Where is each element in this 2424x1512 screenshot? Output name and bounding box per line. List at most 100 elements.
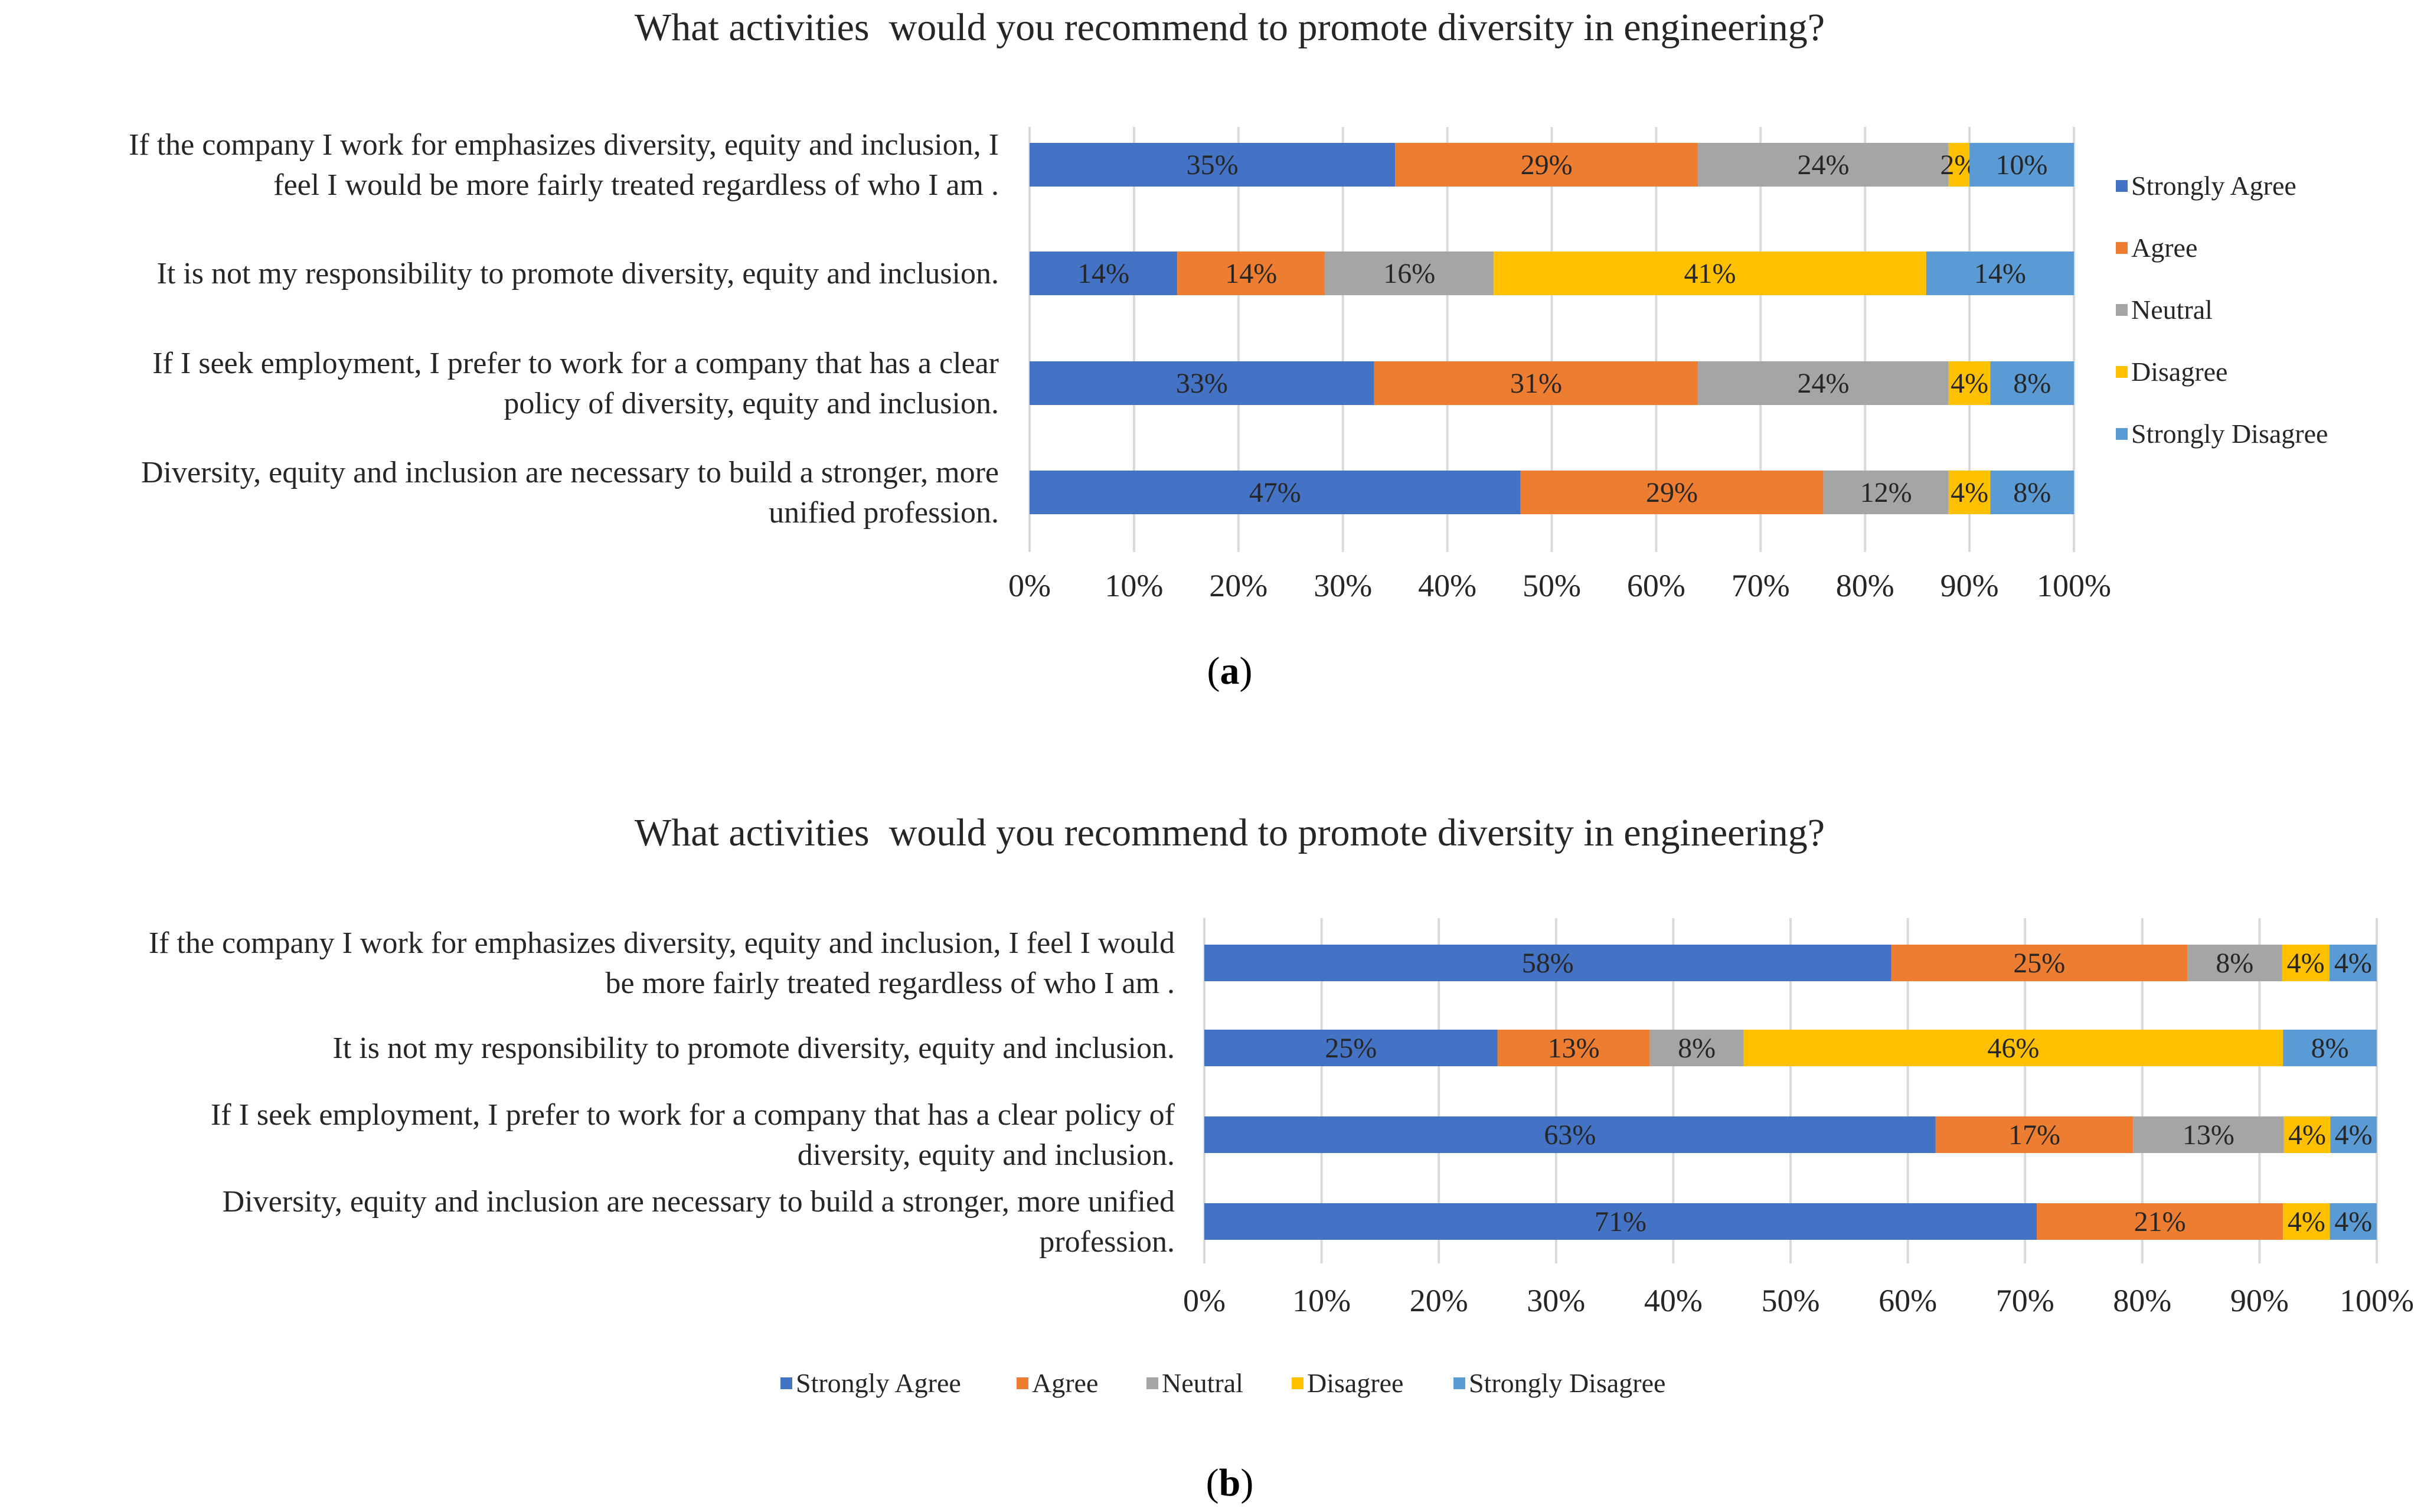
chart-b-category-label: diversity, equity and inclusion. bbox=[798, 1138, 1175, 1172]
chart-a-bar-disagree bbox=[1948, 361, 1991, 405]
chart-b-x-tick-label: 0% bbox=[1183, 1283, 1226, 1318]
chart-b-data-label: 25% bbox=[1325, 1033, 1377, 1064]
chart-b-data-label: 4% bbox=[2334, 1206, 2372, 1237]
chart-a-title: What activities would you recommend to p… bbox=[635, 6, 1825, 49]
chart-b-data-label: 63% bbox=[1544, 1119, 1596, 1151]
chart-a-bar-neutral bbox=[1698, 143, 1949, 187]
chart-a-category-label: If I seek employment, I prefer to work f… bbox=[152, 347, 999, 380]
legend-swatch-strongly-agree bbox=[2116, 180, 2128, 192]
chart-b-data-label: 8% bbox=[2311, 1033, 2349, 1064]
chart-b-bar-strongly-agree bbox=[1204, 1116, 1936, 1153]
chart-b-bar-agree bbox=[1935, 1116, 2134, 1153]
chart-a-x-tick-label: 80% bbox=[1836, 568, 1894, 603]
chart-a-x-tick-label: 90% bbox=[1940, 568, 1999, 603]
chart-a-category-label: It is not my responsibility to promote d… bbox=[157, 257, 999, 290]
chart-a-bar-strongly-agree bbox=[1030, 361, 1374, 405]
chart-a-data-label: 4% bbox=[1951, 477, 1988, 508]
chart-b-data-label: 4% bbox=[2335, 1119, 2373, 1151]
chart-a-bar-agree bbox=[1374, 361, 1698, 405]
chart-b-bar-agree bbox=[1497, 1030, 1650, 1066]
chart-b-data-label: 4% bbox=[2288, 1206, 2325, 1237]
chart-b-category-label: If the company I work for emphasizes div… bbox=[149, 926, 1175, 960]
chart-a-data-label: 14% bbox=[1974, 258, 2026, 289]
chart-b-category-label: If I seek employment, I prefer to work f… bbox=[211, 1098, 1175, 1132]
chart-b-data-label: 25% bbox=[2013, 948, 2065, 979]
caption-open-paren: ( bbox=[1207, 649, 1220, 693]
legend-label-neutral: Neutral bbox=[2131, 295, 2213, 325]
legend-swatch-neutral bbox=[1146, 1377, 1158, 1389]
legend-swatch-disagree bbox=[2116, 366, 2128, 378]
chart-b-x-tick-label: 10% bbox=[1292, 1283, 1351, 1318]
legend-label-agree: Agree bbox=[1032, 1368, 1098, 1398]
chart-a-data-label: 4% bbox=[1951, 368, 1988, 399]
chart-b: What activities would you recommend to p… bbox=[149, 811, 2414, 1504]
chart-a-bar-agree bbox=[1520, 471, 1824, 514]
chart-a-bar-strongly-disagree bbox=[1990, 361, 2074, 405]
chart-b-data-label: 8% bbox=[1678, 1033, 1716, 1064]
chart-a-bar-disagree bbox=[1948, 143, 1970, 187]
legend-swatch-disagree bbox=[1292, 1377, 1304, 1389]
chart-b-data-label: 8% bbox=[2216, 948, 2253, 979]
chart-b-data-label: 71% bbox=[1595, 1206, 1647, 1237]
chart-a-x-tick-label: 70% bbox=[1732, 568, 1790, 603]
chart-a-data-label: 24% bbox=[1797, 368, 1849, 399]
chart-a-data-label: 16% bbox=[1383, 258, 1435, 289]
chart-b-bar-disagree bbox=[1743, 1030, 2283, 1066]
chart-a-bar-strongly-disagree bbox=[1990, 471, 2074, 514]
chart-a-x-tick-label: 10% bbox=[1105, 568, 1163, 603]
chart-b-data-label: 13% bbox=[1548, 1033, 1600, 1064]
chart-a-bar-disagree bbox=[1948, 471, 1991, 514]
legend-label-strongly-disagree: Strongly Disagree bbox=[1469, 1368, 1665, 1398]
chart-b-bar-neutral bbox=[2187, 945, 2282, 981]
chart-a-bar-neutral bbox=[1325, 252, 1494, 295]
caption-letter: b bbox=[1219, 1461, 1241, 1504]
legend-label-agree: Agree bbox=[2131, 233, 2197, 263]
chart-a-x-tick-label: 30% bbox=[1314, 568, 1372, 603]
chart-a-bar-strongly-agree bbox=[1030, 471, 1521, 514]
chart-b-category-label: be more fairly treated regardless of who… bbox=[606, 966, 1175, 1000]
chart-b-bar-strongly-agree bbox=[1204, 945, 1891, 981]
chart-a-data-label: 8% bbox=[2013, 368, 2051, 399]
chart-b-data-label: 13% bbox=[2183, 1119, 2234, 1151]
legend-swatch-neutral bbox=[2116, 304, 2128, 316]
chart-b-legend: Strongly Agree Agree Neutral Disagree Strong… bbox=[780, 1368, 1665, 1398]
chart-a-category-label: policy of diversity, equity and inclusio… bbox=[504, 387, 999, 420]
chart-a-bar-strongly-agree bbox=[1030, 143, 1396, 187]
chart-b-x-tick-label: 40% bbox=[1644, 1283, 1703, 1318]
caption-letter: a bbox=[1220, 649, 1240, 693]
chart-a-data-label: 29% bbox=[1521, 149, 1573, 181]
legend-label-strongly-disagree: Strongly Disagree bbox=[2131, 419, 2328, 449]
chart-a-category-label: unified profession. bbox=[769, 496, 999, 530]
chart-b-x-tick-label: 100% bbox=[2340, 1283, 2414, 1318]
chart-b-bar-disagree bbox=[2283, 1203, 2330, 1240]
chart-b-data-label: 4% bbox=[2288, 1119, 2326, 1151]
chart-b-bar-strongly-agree bbox=[1204, 1030, 1498, 1066]
legend-swatch-agree bbox=[2116, 242, 2128, 254]
legend-label-neutral: Neutral bbox=[1162, 1368, 1243, 1398]
caption-close-paren: ) bbox=[1240, 649, 1253, 693]
chart-a-bar-neutral bbox=[1698, 361, 1949, 405]
chart-a-data-label: 41% bbox=[1684, 258, 1736, 289]
chart-b-x-tick-label: 20% bbox=[1410, 1283, 1468, 1318]
chart-b-x-tick-label: 80% bbox=[2113, 1283, 2171, 1318]
chart-b-bar-disagree bbox=[2282, 945, 2330, 981]
chart-b-bar-strongly-disagree bbox=[2330, 1116, 2377, 1153]
chart-a-data-label: 14% bbox=[1077, 258, 1129, 289]
chart-b-bar-disagree bbox=[2283, 1116, 2331, 1153]
chart-b-category-label: profession. bbox=[1039, 1225, 1175, 1259]
legend-label-strongly-agree: Strongly Agree bbox=[2131, 171, 2296, 201]
chart-b-bar-strongly-disagree bbox=[2329, 945, 2377, 981]
chart-a-x-tick-label: 50% bbox=[1523, 568, 1581, 603]
chart-b-bar-strongly-disagree bbox=[2330, 1203, 2377, 1240]
chart-b-title: What activities would you recommend to p… bbox=[635, 811, 1825, 854]
legend-label-disagree: Disagree bbox=[2131, 357, 2227, 387]
chart-a-bar-strongly-disagree bbox=[1969, 143, 2074, 187]
chart-a-x-tick-label: 40% bbox=[1418, 568, 1476, 603]
chart-a-legend: Strongly Agree Agree Neutral Disagree Strong… bbox=[2116, 171, 2328, 449]
legend-label-disagree: Disagree bbox=[1307, 1368, 1403, 1398]
chart-b-bar-strongly-agree bbox=[1204, 1203, 2037, 1240]
chart-a-data-label: 12% bbox=[1860, 477, 1912, 508]
caption-open-paren: ( bbox=[1206, 1461, 1219, 1504]
chart-a-data-label: 24% bbox=[1797, 149, 1849, 181]
chart-b-data-label: 46% bbox=[1987, 1033, 2039, 1064]
